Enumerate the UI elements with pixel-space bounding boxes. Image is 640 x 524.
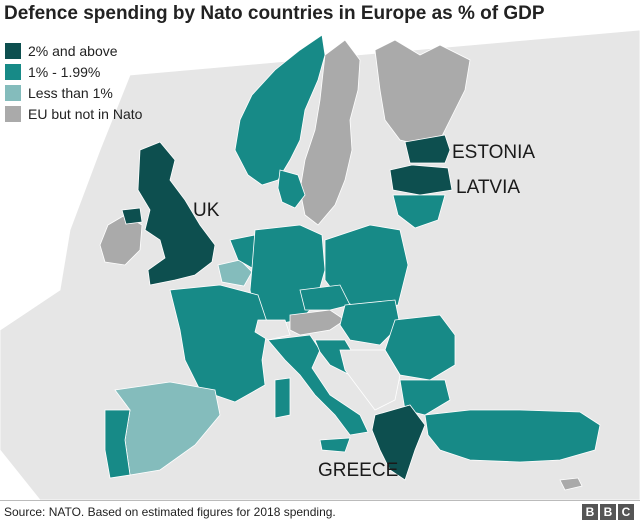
country-label-latvia: LATVIA [456,177,521,198]
legend-swatch [5,64,21,80]
region-sweden [299,39,361,226]
region-italy-islands [274,377,351,453]
region-cyprus [559,477,583,491]
country-label-estonia: ESTONIA [452,142,536,163]
region-finland [374,39,471,146]
legend-label: Less than 1% [28,85,113,101]
region-latvia [389,164,453,196]
country-label-uk: UK [193,200,220,221]
bbc-logo: B B C [582,504,634,520]
region-estonia [404,134,451,164]
map-legend: 2% and above 1% - 1.99% Less than 1% EU … [5,42,142,123]
region-belgium [217,259,253,287]
region-greece [371,404,426,481]
source-note: Source: NATO. Based on estimated figures… [4,505,336,519]
region-norway [234,34,326,186]
legend-label: 1% - 1.99% [28,64,101,80]
legend-swatch [5,43,21,59]
country-label-greece: GREECE [318,460,399,481]
region-czech [299,284,351,311]
legend-swatch [5,85,21,101]
legend-item: 2% and above [5,42,142,60]
footer-divider [0,500,640,501]
legend-item: 1% - 1.99% [5,63,142,81]
map [0,30,640,500]
region-northern-ireland [121,207,143,225]
legend-item: Less than 1% [5,84,142,102]
europe-map-svg [0,30,640,500]
region-balkans [339,349,401,411]
bbc-logo-block: C [618,504,634,520]
legend-label: 2% and above [28,43,118,59]
region-hungary [339,299,401,346]
region-france [169,284,269,403]
legend-swatch [5,106,21,122]
region-uk [137,141,216,286]
legend-label: EU but not in Nato [28,106,143,122]
region-bulgaria [399,379,451,416]
bbc-logo-block: B [600,504,616,520]
legend-item: EU but not in Nato [5,105,142,123]
region-switzerland [254,319,291,341]
region-denmark [277,169,306,209]
region-lithuania [392,194,446,229]
region-turkey [424,409,601,463]
map-title: Defence spending by Nato countries in Eu… [4,3,545,24]
region-portugal [104,409,131,479]
bbc-logo-block: B [582,504,598,520]
